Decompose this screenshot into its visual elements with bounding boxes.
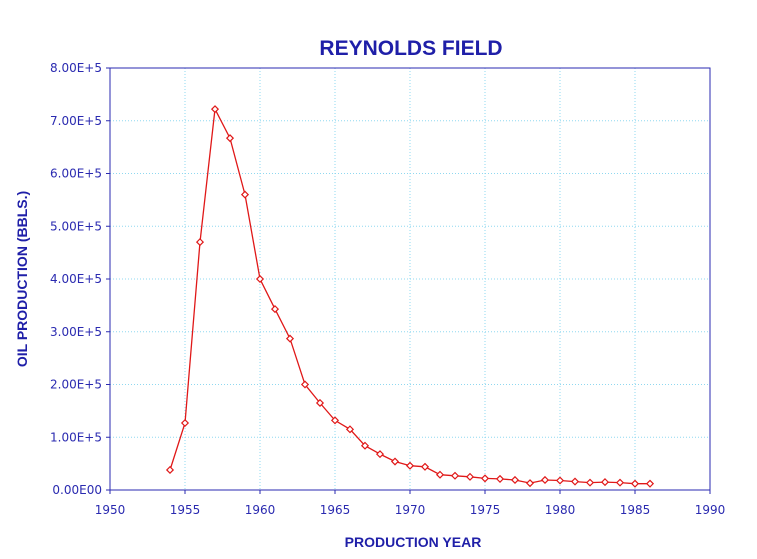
data-point — [420, 462, 430, 471]
x-tick-label: 1970 — [395, 503, 426, 517]
x-tick-label: 1980 — [545, 503, 576, 517]
data-point — [165, 465, 175, 475]
y-axis-label: OIL PRODUCTION (BBLS.) — [14, 191, 30, 367]
y-tick-label: 0.00E00 — [52, 483, 102, 497]
x-tick-label: 1985 — [620, 503, 651, 517]
chart-title: REYNOLDS FIELD — [319, 37, 502, 60]
data-point — [210, 105, 220, 114]
data-point — [510, 475, 520, 485]
data-point — [330, 416, 340, 425]
data-point — [195, 238, 205, 247]
data-point — [435, 470, 445, 479]
data-point — [525, 479, 535, 488]
data-point — [375, 450, 385, 459]
series-oil-production — [165, 105, 655, 488]
y-tick-label: 8.00E+5 — [50, 61, 102, 75]
data-point — [615, 478, 625, 487]
data-point — [600, 478, 610, 487]
data-point — [585, 478, 595, 487]
data-point — [315, 398, 325, 408]
data-point — [405, 461, 415, 470]
data-point — [360, 441, 370, 450]
grid-lines — [110, 68, 710, 490]
data-point — [240, 190, 250, 199]
x-tick-label: 1965 — [320, 503, 351, 517]
data-point — [450, 471, 460, 480]
y-tick-label: 6.00E+5 — [50, 167, 102, 181]
x-tick-label: 1950 — [95, 503, 126, 517]
data-point — [495, 474, 505, 483]
data-point — [345, 425, 355, 434]
x-tick-label: 1975 — [470, 503, 501, 517]
data-point — [225, 134, 235, 143]
y-axis: 0.00E00 1.00E+5 2.00E+5 3.00E+5 4.00E+5 5.00E… — [50, 61, 110, 497]
data-point — [555, 476, 565, 485]
y-tick-label: 1.00E+5 — [50, 430, 102, 444]
data-point — [390, 457, 400, 466]
y-tick-label: 5.00E+5 — [50, 219, 102, 233]
data-point — [480, 474, 490, 483]
y-tick-label: 2.00E+5 — [50, 378, 102, 392]
x-tick-label: 1990 — [695, 503, 726, 517]
data-point — [540, 475, 550, 485]
y-tick-label: 7.00E+5 — [50, 114, 102, 128]
data-point — [465, 472, 475, 481]
data-point — [300, 380, 310, 389]
data-point — [180, 418, 190, 428]
x-axis-label: PRODUCTION YEAR — [345, 534, 482, 550]
x-tick-label: 1955 — [170, 503, 201, 517]
x-tick-label: 1960 — [245, 503, 276, 517]
y-tick-label: 3.00E+5 — [50, 325, 102, 339]
y-tick-label: 4.00E+5 — [50, 272, 102, 286]
data-point — [570, 477, 580, 486]
data-point — [270, 305, 280, 314]
x-axis: 1950 1955 1960 1965 1970 1975 1980 1985 1990 — [95, 490, 726, 517]
data-point — [645, 479, 655, 488]
data-point — [285, 334, 295, 343]
data-point — [630, 479, 640, 488]
data-point — [255, 274, 265, 284]
